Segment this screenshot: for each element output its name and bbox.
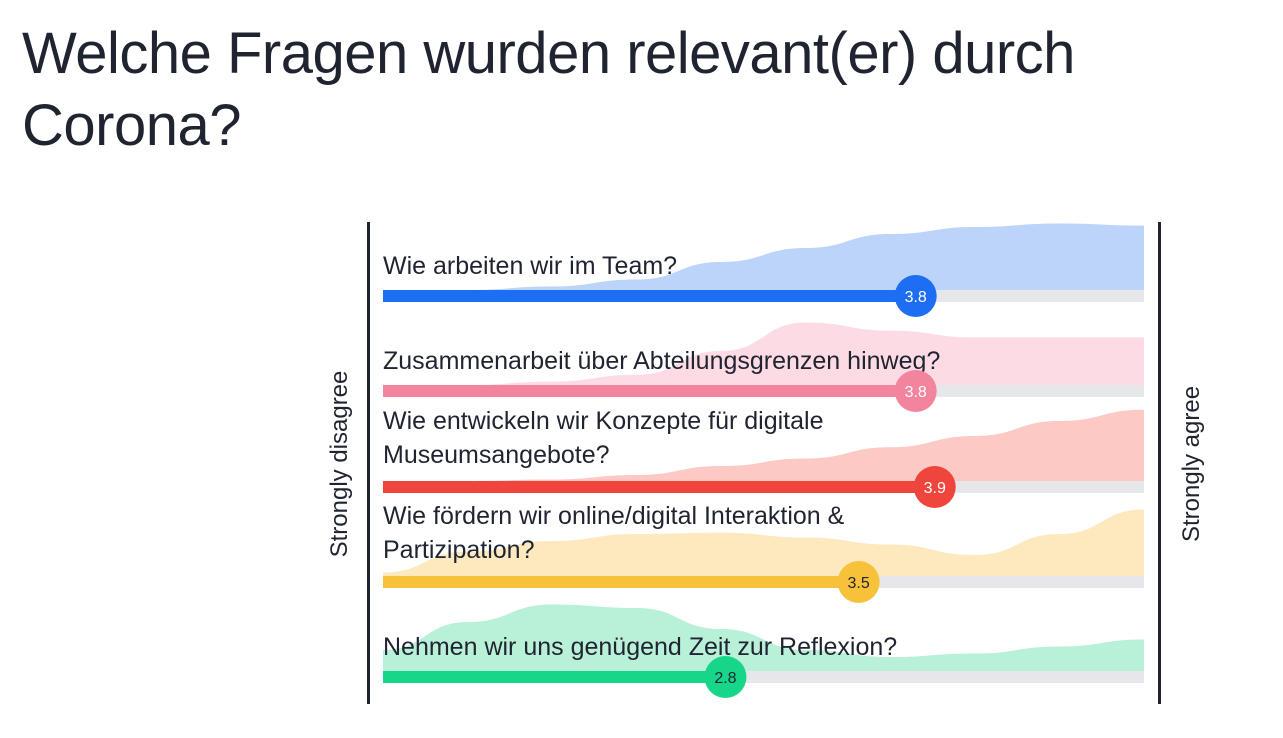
page-title: Welche Fragen wurden relevant(er) durch … — [22, 21, 1075, 158]
value-label: 3.8 — [905, 384, 927, 401]
distribution-area — [383, 409, 1144, 481]
value-marker — [894, 370, 937, 412]
value-marker — [913, 466, 956, 508]
distribution-area — [383, 223, 1144, 290]
value-label: 2.8 — [714, 670, 736, 687]
value-label: 3.9 — [924, 480, 946, 497]
scale-left-axis-line — [367, 222, 370, 704]
value-label: 3.5 — [848, 575, 870, 592]
value-bar — [383, 481, 935, 493]
value-bar — [383, 385, 916, 397]
distribution-area — [383, 604, 1144, 671]
value-label: 3.8 — [905, 289, 927, 306]
value-marker — [837, 561, 880, 603]
value-bar — [383, 576, 859, 588]
scale-right-axis-line — [1158, 222, 1161, 704]
value-marker — [704, 656, 747, 698]
value-bar — [383, 671, 726, 683]
question-label: Wie arbeiten wir im Team? — [383, 252, 677, 280]
question-label: Nehmen wir uns genügend Zeit zur Reflexi… — [383, 633, 897, 661]
question-label: Wie fördern wir online/digital Interakti… — [383, 502, 845, 530]
question-label: Wie entwickeln wir Konzepte für digitale — [383, 407, 823, 435]
distribution-area — [383, 322, 1144, 385]
value-marker — [894, 275, 937, 317]
question-label: Museumsangebote? — [383, 441, 610, 469]
distribution-area — [383, 509, 1144, 576]
question-label: Partizipation? — [383, 536, 534, 564]
value-bar — [383, 290, 916, 302]
question-label: Zusammenarbeit über Abteilungsgrenzen hi… — [383, 347, 940, 375]
